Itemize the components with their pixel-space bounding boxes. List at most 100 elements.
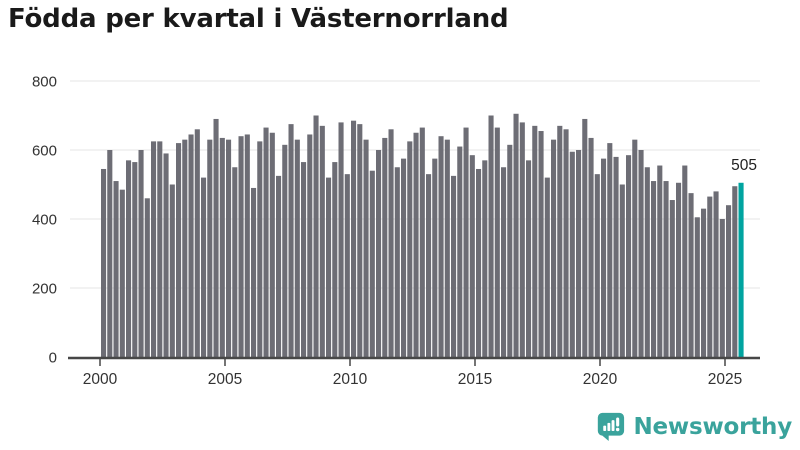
bar-2022Q1[interactable] [651, 181, 657, 357]
bar-2016Q1[interactable] [501, 167, 507, 357]
bar-2024Q4[interactable] [719, 219, 725, 357]
bar-2018Q1[interactable] [551, 139, 557, 357]
bar-2000Q4[interactable] [119, 189, 125, 357]
bar-2020Q4[interactable] [619, 184, 625, 358]
bar-2015Q4[interactable] [494, 127, 500, 357]
bar-2011Q3[interactable] [388, 129, 394, 357]
bar-2001Q4[interactable] [144, 198, 150, 357]
bar-2012Q3[interactable] [413, 132, 419, 357]
bar-2011Q1[interactable] [376, 150, 382, 357]
bar-2023Q4[interactable] [694, 217, 700, 357]
bar-2022Q2[interactable] [657, 165, 663, 357]
bar-2020Q2[interactable] [607, 143, 613, 357]
bar-2006Q2[interactable] [257, 141, 263, 357]
bar-2004Q1[interactable] [201, 177, 207, 357]
bar-2009Q2[interactable] [332, 162, 338, 357]
bar-2004Q4[interactable] [219, 137, 225, 357]
bar-2015Q3[interactable] [488, 115, 494, 358]
bar-2014Q2[interactable] [457, 146, 463, 357]
bar-2011Q4[interactable] [394, 167, 400, 357]
bar-2007Q1[interactable] [276, 175, 282, 357]
bar-2024Q3[interactable] [713, 191, 719, 357]
bar-2004Q2[interactable] [207, 139, 213, 357]
bar-2016Q2[interactable] [507, 144, 513, 357]
bar-2017Q3[interactable] [538, 131, 544, 357]
bar-2007Q3[interactable] [288, 124, 294, 357]
bar-2009Q1[interactable] [326, 177, 332, 357]
bar-2022Q4[interactable] [669, 200, 675, 357]
bar-2003Q3[interactable] [188, 134, 194, 357]
bar-2018Q2[interactable] [557, 125, 563, 357]
bar-2025Q2[interactable] [732, 186, 738, 357]
bar-2010Q2[interactable] [357, 124, 363, 357]
bar-2014Q3[interactable] [463, 127, 469, 357]
bar-2019Q2[interactable] [582, 118, 588, 357]
bar-2019Q1[interactable] [576, 150, 582, 357]
bar-2021Q2[interactable] [632, 139, 638, 357]
bar-2007Q4[interactable] [294, 139, 300, 357]
bar-2025Q3[interactable] [738, 182, 744, 357]
bar-2015Q1[interactable] [476, 168, 482, 357]
bar-2012Q4[interactable] [419, 127, 425, 357]
bar-2014Q4[interactable] [469, 155, 475, 357]
bar-2010Q3[interactable] [363, 139, 369, 357]
bar-2005Q1[interactable] [226, 139, 232, 357]
bar-2020Q1[interactable] [601, 158, 607, 357]
bar-2003Q2[interactable] [182, 139, 188, 357]
bar-2005Q2[interactable] [232, 167, 238, 357]
bar-2013Q1[interactable] [426, 174, 432, 357]
bar-2015Q2[interactable] [482, 160, 488, 357]
bar-2018Q3[interactable] [563, 129, 569, 357]
bar-2002Q2[interactable] [157, 141, 163, 357]
bar-2023Q3[interactable] [688, 193, 694, 357]
bar-2014Q1[interactable] [451, 175, 457, 357]
bar-2013Q4[interactable] [444, 139, 450, 357]
bar-2021Q1[interactable] [626, 155, 632, 357]
bar-2016Q3[interactable] [513, 113, 519, 358]
bar-2002Q4[interactable] [169, 184, 175, 358]
bar-2013Q3[interactable] [438, 136, 444, 357]
bar-2000Q1[interactable] [101, 168, 107, 357]
bar-2012Q1[interactable] [401, 158, 407, 357]
bar-2007Q2[interactable] [282, 144, 288, 357]
bar-2009Q3[interactable] [338, 122, 344, 358]
bar-2008Q4[interactable] [319, 125, 325, 357]
bar-2023Q1[interactable] [676, 182, 682, 357]
bar-2019Q3[interactable] [588, 137, 594, 357]
bar-2019Q4[interactable] [594, 174, 600, 357]
bar-2020Q3[interactable] [613, 156, 619, 357]
bar-2017Q1[interactable] [526, 160, 532, 357]
bar-2008Q2[interactable] [307, 134, 313, 357]
bar-2024Q2[interactable] [707, 196, 713, 357]
bar-2000Q3[interactable] [113, 181, 119, 357]
bar-2010Q4[interactable] [369, 170, 375, 357]
bar-2004Q3[interactable] [213, 118, 219, 357]
bar-2001Q2[interactable] [132, 162, 138, 357]
bar-2002Q1[interactable] [151, 141, 157, 357]
bar-2010Q1[interactable] [351, 120, 357, 357]
bar-2018Q4[interactable] [569, 151, 575, 357]
bar-2008Q1[interactable] [301, 162, 307, 357]
newsworthy-logo[interactable]: Newsworthy [596, 411, 792, 442]
bar-2005Q3[interactable] [238, 136, 244, 357]
bar-2011Q2[interactable] [382, 137, 388, 357]
bar-2012Q2[interactable] [407, 141, 413, 357]
bar-2001Q1[interactable] [126, 160, 132, 357]
bar-2006Q4[interactable] [269, 132, 275, 357]
bar-2006Q1[interactable] [251, 187, 257, 357]
bar-2017Q2[interactable] [532, 125, 538, 357]
bar-2024Q1[interactable] [701, 208, 707, 357]
bar-2006Q3[interactable] [263, 127, 269, 357]
bar-2017Q4[interactable] [544, 177, 550, 357]
bar-2005Q4[interactable] [244, 134, 250, 357]
bar-2021Q3[interactable] [638, 150, 644, 357]
bar-2008Q3[interactable] [313, 115, 319, 358]
bar-2023Q2[interactable] [682, 165, 688, 357]
bar-2002Q3[interactable] [163, 153, 169, 357]
bar-2021Q4[interactable] [644, 167, 650, 357]
bar-2000Q2[interactable] [107, 150, 113, 357]
bar-2003Q4[interactable] [194, 129, 200, 357]
bar-2009Q4[interactable] [344, 174, 350, 357]
bar-2013Q2[interactable] [432, 158, 438, 357]
bar-2001Q3[interactable] [138, 150, 144, 357]
